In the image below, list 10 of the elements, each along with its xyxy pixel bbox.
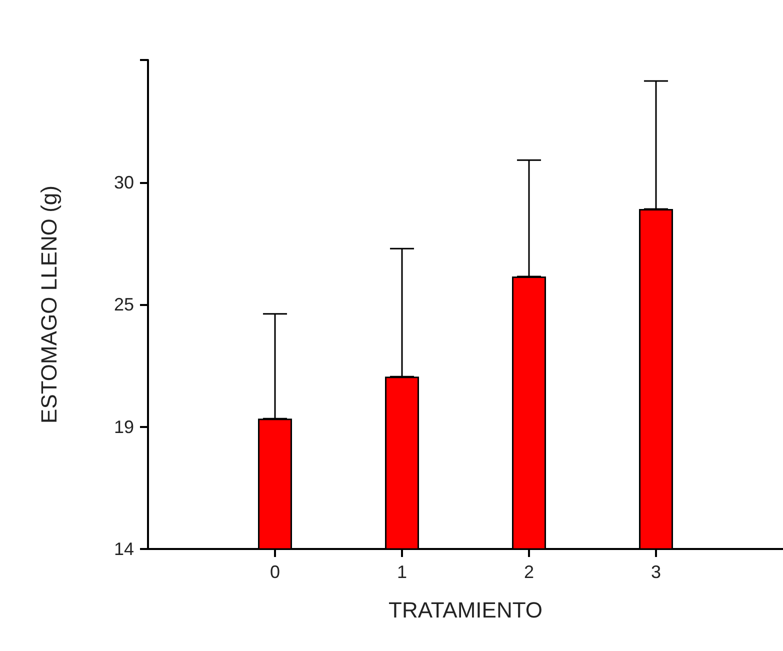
y-axis-title: ESTOMAGO LLENO (g) [36,186,62,424]
x-tick-label: 2 [524,562,534,582]
x-axis-title: TRATAMIENTO [388,598,542,622]
y-tick-label: 30 [114,172,134,192]
y-tick-label: 25 [114,294,134,314]
y-tick-label: 19 [114,416,134,437]
x-tick-label: 1 [396,562,408,582]
x-tick-label: 0 [270,562,280,582]
x-tick-label: 3 [650,562,662,582]
y-tick-label: 14 [114,539,134,559]
